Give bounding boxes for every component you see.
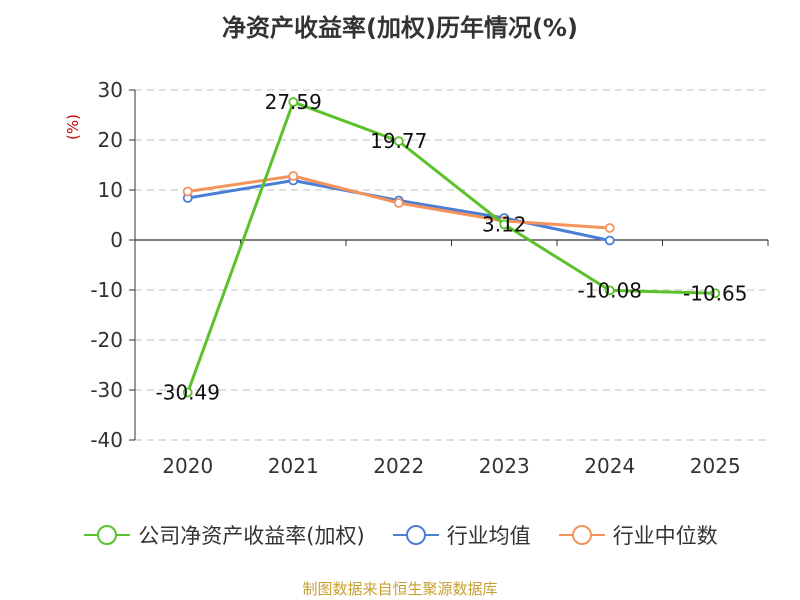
data-labels: -30.49 27.59 19.77 3.12 -10.08 -10.65: [156, 90, 748, 404]
x-tick-label: 2023: [479, 454, 530, 478]
legend-swatch-company: [84, 525, 131, 545]
data-label: 27.59: [265, 90, 322, 114]
x-tick-label: 2025: [690, 454, 741, 478]
series-line-0: [186, 100, 716, 393]
x-tick-label: 2020: [162, 454, 213, 478]
series-point-2: [288, 171, 299, 181]
data-label: 19.77: [370, 129, 427, 153]
series-point-0: [710, 288, 721, 299]
legend-label-industry-median: 行业中位数: [612, 524, 718, 548]
data-label: -30.49: [156, 380, 220, 404]
series-point-0: [604, 285, 615, 296]
y-tick-label: 30: [98, 78, 123, 102]
legend: 公司净资产收益率(加权) 行业均值 行业中位数: [0, 520, 800, 550]
y-tick-label: 0: [110, 228, 123, 252]
source-note: 制图数据来自恒生聚源数据库: [302, 580, 498, 598]
legend-label-industry-mean: 行业均值: [446, 524, 531, 548]
x-tick-label: 2024: [584, 454, 635, 478]
series-point-0: [499, 219, 510, 230]
y-axis-unit: (%): [64, 114, 82, 140]
series-point-2: [604, 223, 615, 233]
series-lines: [182, 97, 721, 398]
data-label: -10.08: [578, 278, 642, 302]
series-point-2: [182, 186, 193, 197]
y-tick-labels: 30 20 10 0 -10 -20 -30 -40: [90, 78, 123, 452]
series-point-0: [393, 136, 404, 147]
axes: [129, 89, 769, 441]
chart-title: 净资产收益率(加权)历年情况(%): [222, 14, 578, 42]
series-point-0: [182, 387, 193, 398]
legend-item-industry-mean[interactable]: 行业均值: [391, 520, 531, 550]
legend-swatch-industry-mean: [392, 525, 439, 545]
legend-label-company: 公司净资产收益率(加权): [138, 524, 365, 548]
y-tick-label: -30: [90, 378, 123, 402]
legend-swatch-industry-median: [558, 525, 605, 545]
series-point-1: [604, 235, 615, 246]
series-point-0: [288, 97, 299, 107]
data-label: 3.12: [482, 212, 527, 236]
series-point-2: [393, 198, 404, 208]
y-tick-label: -10: [90, 278, 123, 302]
x-tick-label: 2022: [373, 454, 424, 478]
y-tick-label: 20: [98, 128, 123, 152]
legend-item-industry-median[interactable]: 行业中位数: [557, 520, 718, 550]
y-tick-label: -40: [90, 428, 123, 452]
data-label: -10.65: [683, 281, 747, 305]
x-tick-label: 2021: [268, 454, 319, 478]
y-tick-label: 10: [98, 178, 123, 202]
grid-lines: [135, 89, 768, 441]
x-tick-labels: 2020 2021 2022 2023 2024 2025: [162, 454, 740, 478]
y-tick-label: -20: [90, 328, 123, 352]
legend-item-company[interactable]: 公司净资产收益率(加权): [82, 520, 365, 550]
